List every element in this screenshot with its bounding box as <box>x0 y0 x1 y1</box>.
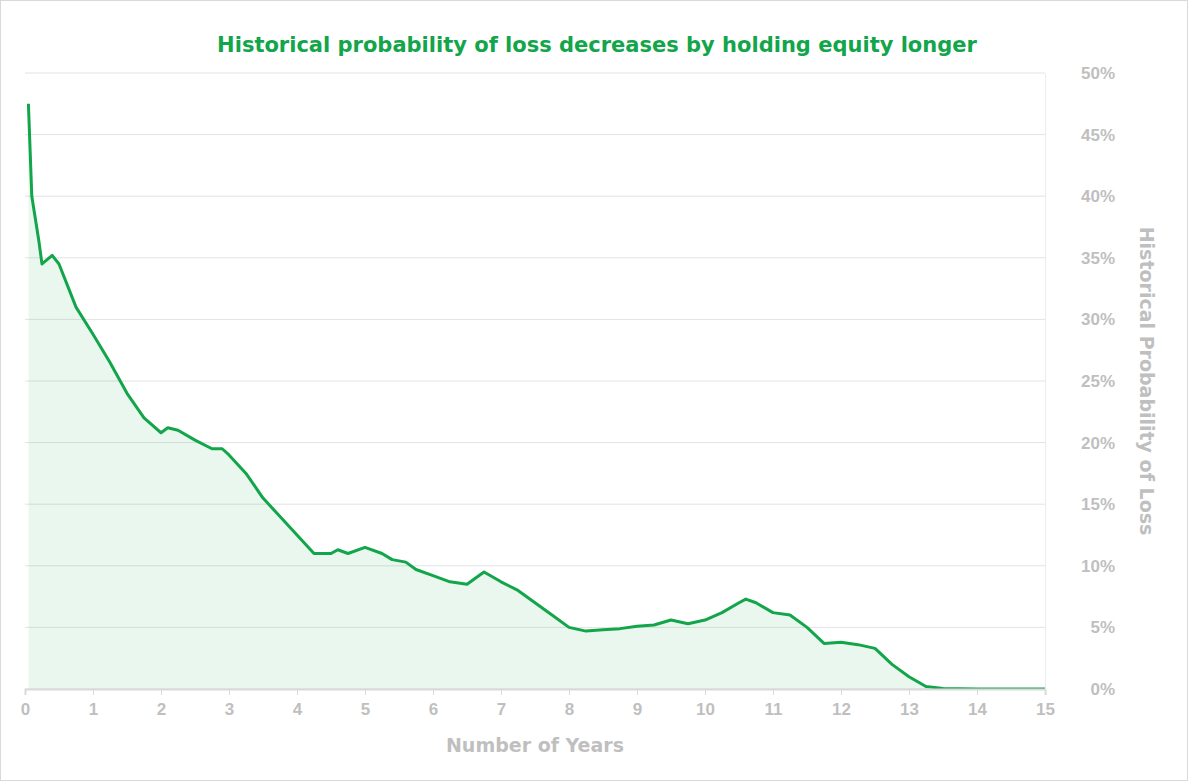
x-tick-label: 15 <box>1036 700 1055 719</box>
y-tick: 35% <box>1045 249 1115 268</box>
line <box>28 104 1045 689</box>
y-axis-line <box>1045 74 1046 690</box>
x-axis-line <box>26 690 1046 696</box>
x-tick-mark <box>25 689 26 695</box>
x-tick: 11 <box>765 689 783 719</box>
grid-line <box>25 381 1045 382</box>
x-tick-mark <box>229 689 230 695</box>
y-tick-label: 35% <box>1081 249 1115 268</box>
y-tick: 10% <box>1045 557 1115 576</box>
y-tick: 40% <box>1045 187 1115 206</box>
x-tick-label: 4 <box>293 700 303 719</box>
x-tick-mark <box>773 689 774 695</box>
y-tick: 20% <box>1045 434 1115 453</box>
x-tick-mark <box>501 689 502 695</box>
y-tick-label: 15% <box>1081 495 1115 514</box>
y-tick-label: 5% <box>1090 618 1115 637</box>
x-tick-mark <box>705 689 706 695</box>
x-tick-label: 10 <box>696 700 715 719</box>
x-tick: 10 <box>696 689 715 719</box>
x-tick: 0 <box>21 689 30 719</box>
x-tick-label: 3 <box>225 700 234 719</box>
x-tick-mark <box>1045 689 1046 695</box>
title: Historical probability of loss decreases… <box>217 33 977 57</box>
x-tick-mark <box>569 689 570 695</box>
y-tick: 5% <box>1045 618 1115 637</box>
y-tick-label: 20% <box>1081 434 1115 453</box>
chart-frame <box>1 1 1188 781</box>
x-tick: 9 <box>633 689 642 719</box>
x-tick-mark <box>93 689 94 695</box>
x-tick-mark <box>297 689 298 695</box>
y-tick-label: 0% <box>1090 680 1115 699</box>
x-tick: 3 <box>225 689 234 719</box>
x-tick-label: 5 <box>361 700 370 719</box>
y-tick-label: 25% <box>1081 372 1115 391</box>
x-tick-label: 9 <box>633 700 642 719</box>
y-tick-label: 30% <box>1081 310 1115 329</box>
x-tick-label: 6 <box>429 700 438 719</box>
y-tick: 30% <box>1045 310 1115 329</box>
x-tick-mark <box>841 689 842 695</box>
y-tick-label: 10% <box>1081 557 1115 576</box>
x-tick-label: 14 <box>968 700 987 719</box>
y-tick: 45% <box>1045 126 1115 145</box>
grid <box>25 73 1045 689</box>
grid-line <box>25 257 1045 258</box>
x-tick: 14 <box>968 689 987 719</box>
x-tick-label: 11 <box>765 700 783 719</box>
x-tick-label: 12 <box>832 700 851 719</box>
x-tick: 12 <box>832 689 851 719</box>
y-tick: 25% <box>1045 372 1115 391</box>
x-tick-mark <box>909 689 910 695</box>
x-tick: 8 <box>565 689 574 719</box>
x-axis: 0123456789101112131415 <box>21 689 1055 719</box>
y-tick-label: 50% <box>1081 64 1115 83</box>
y-tick-label: 40% <box>1081 187 1115 206</box>
y-tick: 15% <box>1045 495 1115 514</box>
x-tick-mark <box>161 689 162 695</box>
x-tick: 13 <box>900 689 919 719</box>
x-tick: 15 <box>1036 689 1055 719</box>
x-tick: 4 <box>293 689 303 719</box>
x-tick-label: 0 <box>21 700 30 719</box>
x-tick-mark <box>365 689 366 695</box>
y-tick-label: 45% <box>1081 126 1115 145</box>
x-tick-mark <box>433 689 434 695</box>
grid-line <box>25 134 1045 135</box>
y-axis-title: Historical Probability of Loss <box>1136 227 1158 536</box>
y-axis: 0% 5% 10% 15% 20% 25% 30% 35% 40% 45% 50% <box>1045 64 1115 699</box>
x-tick-label: 2 <box>157 700 166 719</box>
marks <box>28 104 1045 689</box>
x-tick: 7 <box>497 689 506 719</box>
y-tick: 0% <box>1045 680 1115 699</box>
grid-line <box>25 319 1045 320</box>
grid-line <box>25 73 1045 74</box>
y-tick: 50% <box>1045 64 1115 83</box>
area <box>28 104 1045 689</box>
x-tick: 5 <box>361 689 370 719</box>
x-tick-label: 8 <box>565 700 574 719</box>
plot: 01234567891011121314150%5%10%15%20%25%30… <box>21 64 1115 719</box>
x-tick-label: 13 <box>900 700 919 719</box>
x-tick: 6 <box>429 689 438 719</box>
x-tick-label: 7 <box>497 700 506 719</box>
x-tick-mark <box>977 689 978 695</box>
x-tick: 1 <box>89 689 98 719</box>
x-tick: 2 <box>157 689 166 719</box>
grid-line <box>25 196 1045 197</box>
x-tick-mark <box>637 689 638 695</box>
chart: 01234567891011121314150%5%10%15%20%25%30… <box>0 0 1188 781</box>
x-tick-label: 1 <box>89 700 98 719</box>
x-axis-title: Number of Years <box>446 734 624 756</box>
